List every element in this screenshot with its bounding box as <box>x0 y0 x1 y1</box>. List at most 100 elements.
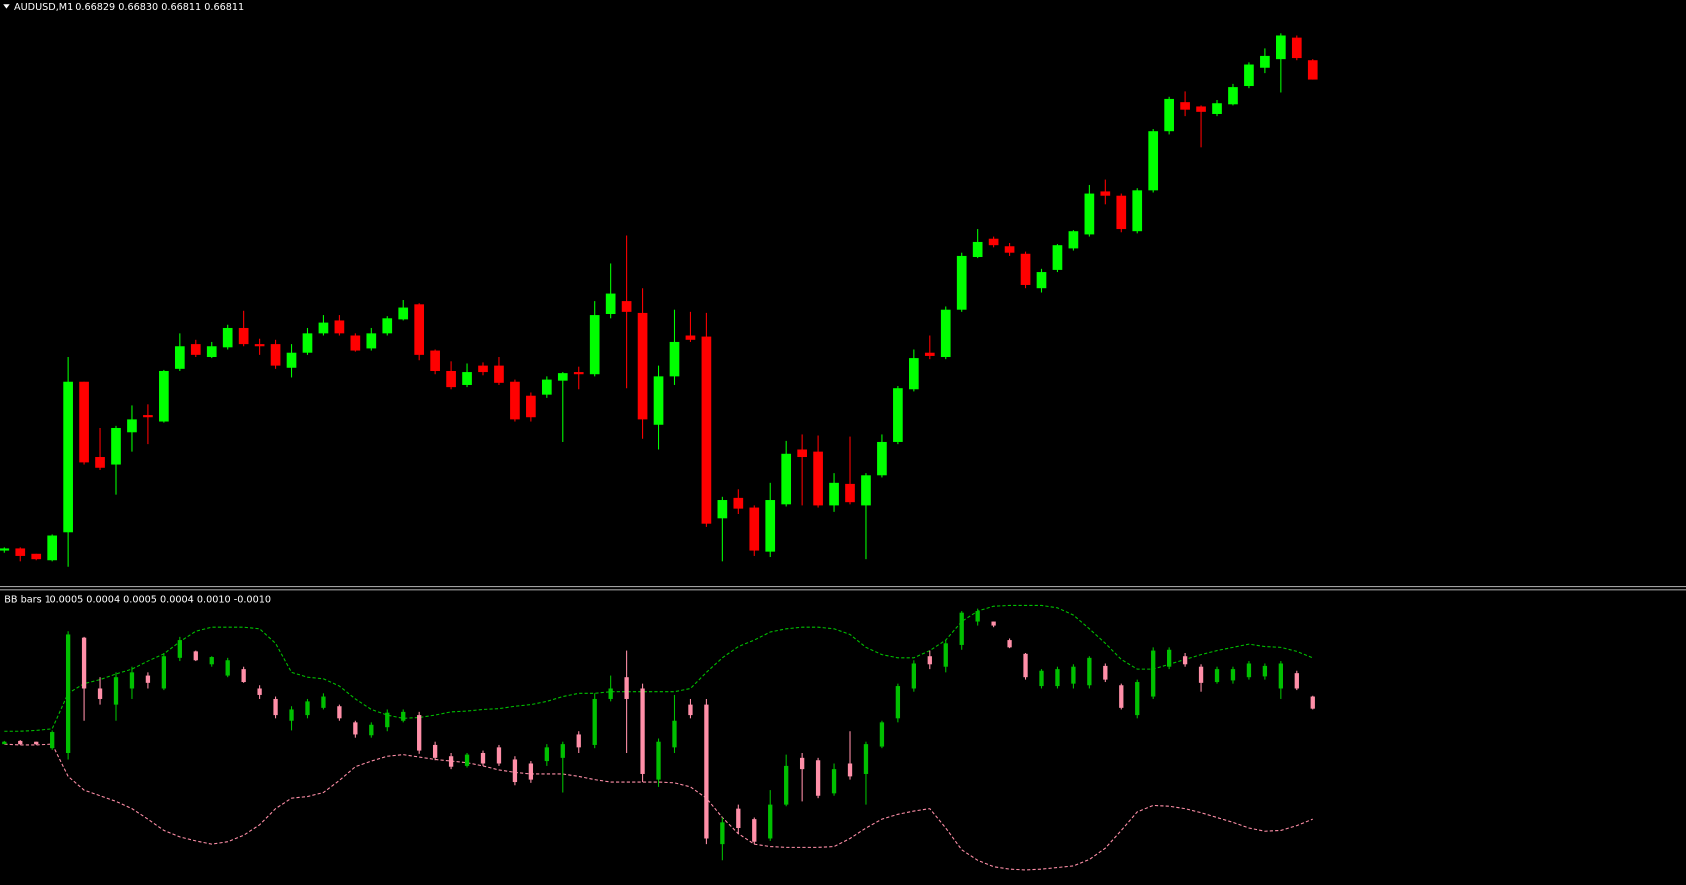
candle-body <box>608 688 613 699</box>
candle-body <box>1084 193 1095 235</box>
candle-body <box>541 379 552 395</box>
candle-body <box>1052 245 1063 270</box>
candle-body <box>494 365 504 383</box>
candle-body <box>480 753 486 764</box>
candle-body <box>111 427 121 465</box>
candle-body <box>63 381 73 533</box>
candle-body <box>496 747 502 764</box>
candle-body <box>685 335 696 340</box>
candle-body <box>1068 231 1079 249</box>
candle-body <box>924 352 935 356</box>
candle-body <box>701 336 712 524</box>
candle-body <box>97 688 103 699</box>
candle-body <box>302 333 313 353</box>
candle-body <box>222 327 233 348</box>
candle-body <box>113 677 119 705</box>
candle-body <box>813 451 823 506</box>
candle-body <box>1246 663 1252 678</box>
candle-body <box>1230 669 1236 681</box>
candle-body <box>15 548 26 556</box>
candle-body <box>1004 246 1015 253</box>
candle-body <box>286 352 297 368</box>
candle-body <box>605 293 616 314</box>
candle-body <box>1164 98 1174 132</box>
band-line <box>4 743 1313 871</box>
candle-body <box>911 663 916 689</box>
candle-body <box>401 711 406 721</box>
candle-body <box>1148 131 1159 191</box>
candle-body <box>1214 669 1220 683</box>
candle-body <box>927 656 932 665</box>
candle-body <box>797 449 807 458</box>
candle-body <box>65 634 71 754</box>
candle-body <box>752 819 757 842</box>
candle-body <box>943 643 948 667</box>
indicator-label: BB bars 1 <box>4 594 51 605</box>
candle-body <box>1228 87 1238 105</box>
candle-body <box>544 747 549 762</box>
candle-body <box>589 315 600 375</box>
candle-body <box>956 255 967 310</box>
candle-body <box>143 415 153 418</box>
candle-body <box>573 372 584 375</box>
candle-body <box>334 320 345 334</box>
candle-body <box>50 732 55 749</box>
candle-body <box>624 677 629 699</box>
candle-body <box>592 698 597 745</box>
candle-body <box>653 376 664 425</box>
candle-body <box>669 341 680 377</box>
candle-body <box>353 722 358 735</box>
candle-body <box>190 344 201 355</box>
candle-body <box>448 756 454 767</box>
candle-body <box>877 441 887 476</box>
symbol-menu-arrow[interactable] <box>3 4 10 9</box>
candle-body <box>174 346 185 369</box>
candle-body <box>940 309 951 358</box>
candle-body <box>972 241 983 258</box>
candle-body <box>688 704 693 716</box>
candle-body <box>1036 272 1047 289</box>
candle-body <box>1244 64 1254 87</box>
candle-body <box>1020 253 1031 285</box>
candle-body <box>1276 35 1286 60</box>
candle-body <box>257 688 262 695</box>
candle-body <box>241 669 246 683</box>
candle-body <box>768 804 773 839</box>
candle-body <box>366 333 377 349</box>
candle-body <box>47 535 58 561</box>
candle-body <box>206 346 217 358</box>
candle-body <box>305 701 310 716</box>
candle-body <box>254 344 265 347</box>
candle-body <box>289 709 294 721</box>
candle-body <box>1055 669 1060 687</box>
candle-body <box>717 500 728 519</box>
candle-body <box>672 720 677 748</box>
candle-body <box>1166 649 1172 667</box>
candle-body <box>225 660 230 676</box>
candle-body <box>1103 665 1108 680</box>
candle-body <box>861 475 871 506</box>
candle-body <box>1132 190 1143 232</box>
candle-body <box>1071 666 1076 684</box>
candle-body <box>1182 656 1188 665</box>
candle-body <box>1039 670 1044 687</box>
candle-body <box>382 318 393 334</box>
candle-body <box>1291 37 1302 59</box>
candle-body <box>704 704 709 839</box>
candle-body <box>127 419 137 433</box>
candle-body <box>337 706 342 719</box>
candle-body <box>432 744 438 758</box>
candle-body <box>145 675 151 683</box>
candle-body <box>1100 191 1111 196</box>
candle-body <box>462 372 472 385</box>
candle-body <box>736 808 741 829</box>
candle-body <box>975 611 980 622</box>
candle-body <box>398 307 409 320</box>
candle-body <box>847 763 853 777</box>
candle-body <box>879 722 885 747</box>
candle-body <box>2 741 7 745</box>
candle-body <box>720 822 725 845</box>
